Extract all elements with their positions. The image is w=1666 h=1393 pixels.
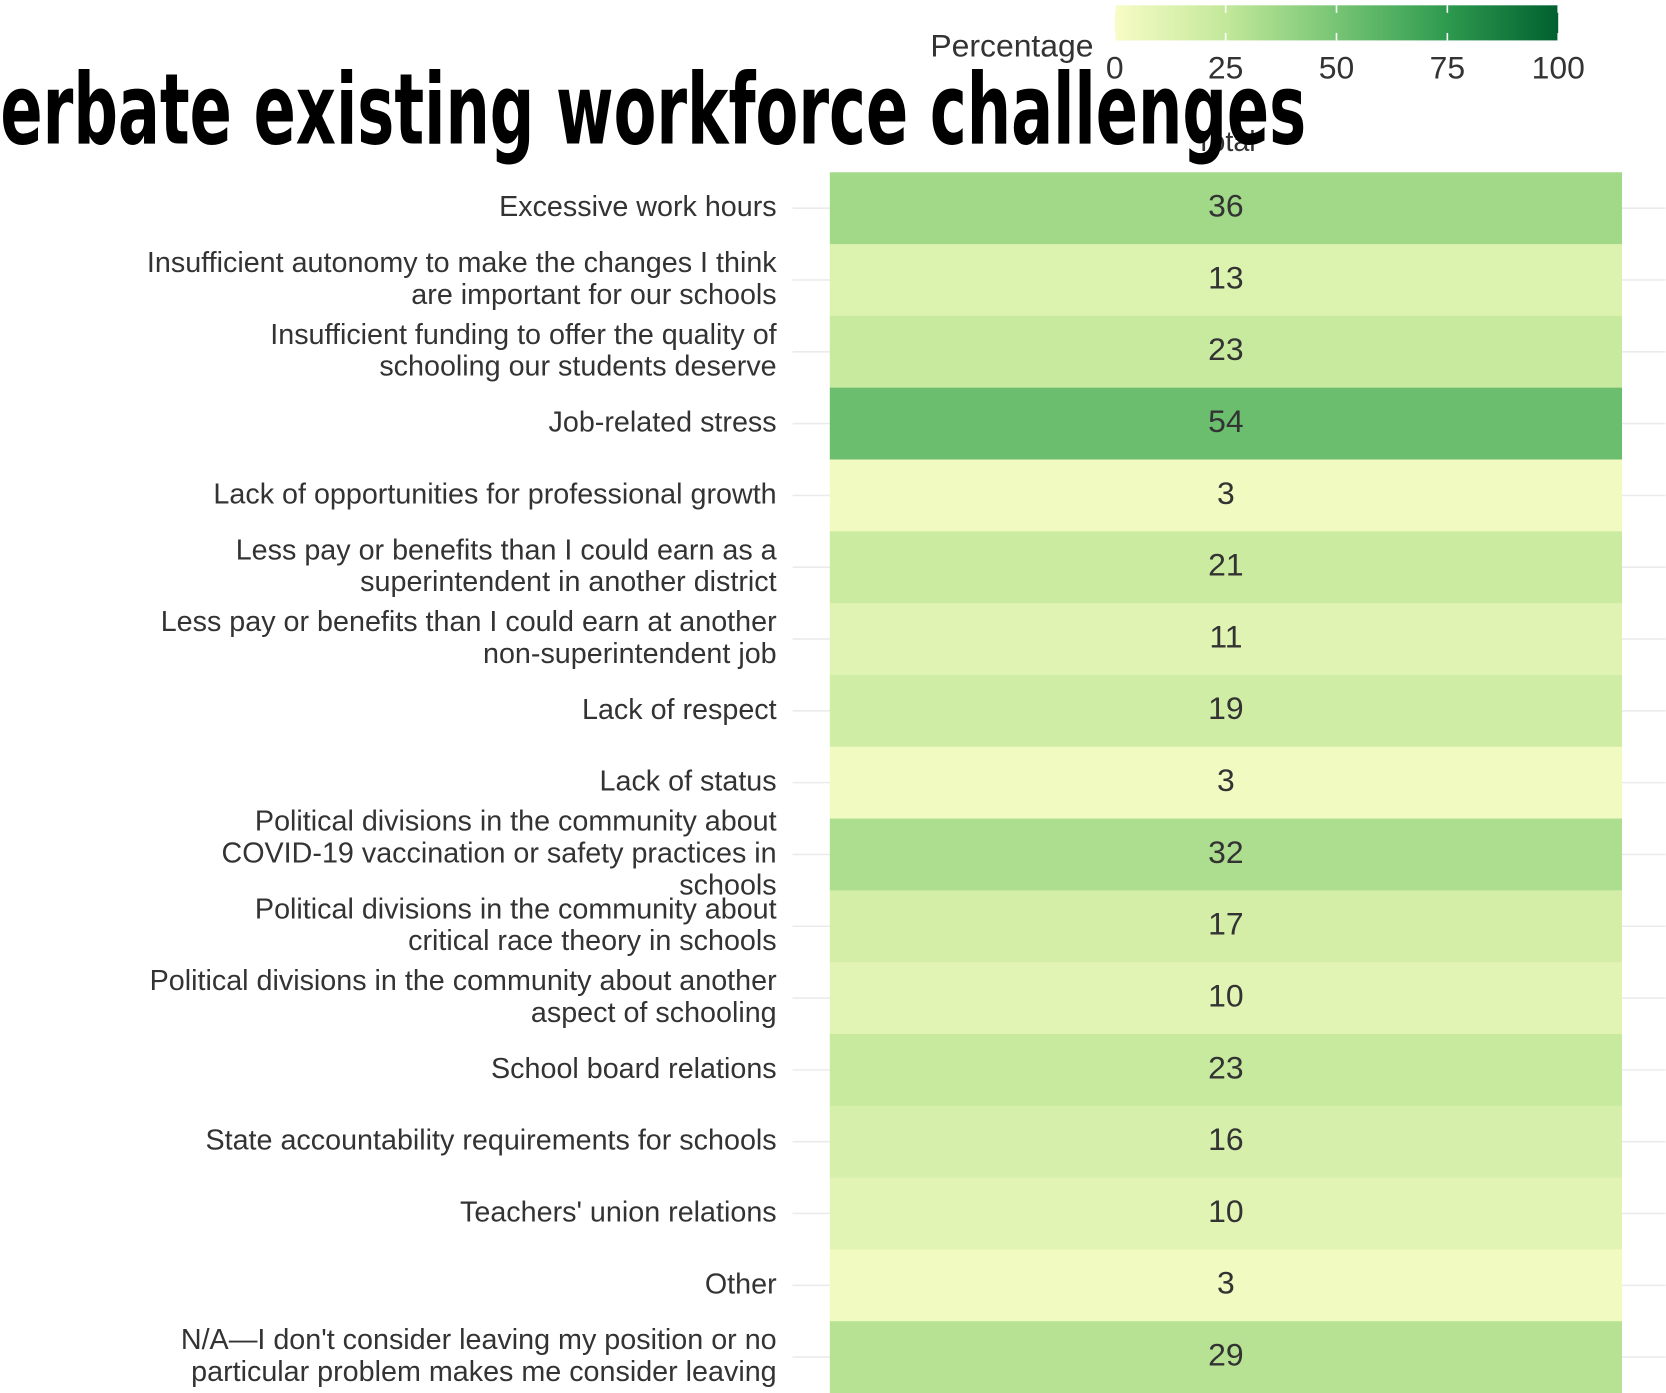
heatmap-cell: [829, 603, 1623, 676]
heatmap: [829, 172, 1623, 1393]
x-category-label: Total: [1195, 126, 1256, 158]
cell-value-label: 29: [1208, 1337, 1243, 1373]
heatmap-cell: [829, 1321, 1623, 1393]
heatmap-cell: [829, 387, 1623, 461]
heatmap-cell: [829, 746, 1623, 820]
chart-title: erbate existing workforce challenges: [0, 54, 1306, 168]
y-tick-label: Less pay or benefits than I could earn a…: [236, 534, 777, 598]
y-tick-label: Less pay or benefits than I could earn a…: [161, 606, 777, 670]
y-tick-label: Lack of respect: [582, 693, 777, 725]
legend-title: Percentage: [930, 27, 1093, 63]
cell-value-label: 13: [1208, 259, 1243, 295]
cell-value-label: 3: [1217, 762, 1235, 798]
legend: 0 25 50 75 100: [1106, 5, 1585, 86]
y-tick-label: Job-related stress: [549, 406, 777, 438]
y-tick-label: N/A—I don't consider leaving my position…: [181, 1324, 777, 1388]
legend-tick-label: 0: [1106, 50, 1124, 86]
heatmap-cell: [829, 674, 1623, 748]
y-tick-label: Excessive work hours: [499, 191, 777, 223]
heatmap-cell: [829, 244, 1623, 317]
heatmap-cell: [829, 459, 1623, 532]
cell-value-label: 54: [1208, 403, 1243, 439]
legend-tick-label: 75: [1430, 50, 1465, 86]
cell-value-label: 23: [1208, 331, 1243, 367]
heatmap-cell: [829, 890, 1623, 963]
y-tick-label: Lack of opportunities for professional g…: [213, 478, 776, 510]
heatmap-cell: [829, 962, 1623, 1035]
y-tick-label: Lack of status: [600, 765, 777, 797]
y-tick-label: Insufficient funding to offer the qualit…: [270, 318, 777, 382]
y-tick-label: Other: [705, 1268, 777, 1300]
y-tick-label: Teachers' union relations: [460, 1196, 777, 1228]
cell-value-label: 10: [1208, 977, 1243, 1013]
cell-value-label: 19: [1208, 690, 1243, 726]
cell-value-label: 3: [1217, 1265, 1235, 1301]
y-tick-label: Political divisions in the community abo…: [150, 965, 777, 1029]
cell-value-label: 32: [1208, 834, 1243, 870]
legend-tick-label: 50: [1319, 50, 1354, 86]
cell-value-label: 21: [1208, 547, 1243, 583]
y-tick-label: Political divisions in the community abo…: [255, 893, 777, 957]
cell-value-label: 11: [1209, 618, 1242, 654]
cell-value-label: 16: [1208, 1121, 1243, 1157]
cell-value-label: 10: [1208, 1193, 1243, 1229]
y-tick-label: State accountability requirements for sc…: [205, 1124, 776, 1156]
cell-value-label: 36: [1208, 188, 1243, 224]
cell-value-label: 17: [1208, 906, 1243, 942]
heatmap-cell: [829, 1177, 1623, 1250]
cell-value-label: 3: [1217, 475, 1235, 511]
heatmap-cell: [829, 1105, 1623, 1179]
y-tick-label: Insufficient autonomy to make the change…: [147, 247, 777, 311]
heatmap-cell: [829, 172, 1623, 245]
y-tick-label: Political divisions in the community abo…: [221, 805, 776, 901]
cell-value-label: 23: [1208, 1049, 1243, 1085]
legend-tick-label: 100: [1532, 50, 1585, 86]
heatmap-cell: [829, 1033, 1623, 1107]
heatmap-cell: [829, 818, 1623, 891]
heatmap-cell: [829, 315, 1623, 389]
heatmap-cell: [829, 1249, 1623, 1322]
legend-tick-label: 25: [1208, 50, 1243, 86]
heatmap-cell: [829, 531, 1623, 604]
y-tick-label: School board relations: [491, 1052, 777, 1084]
